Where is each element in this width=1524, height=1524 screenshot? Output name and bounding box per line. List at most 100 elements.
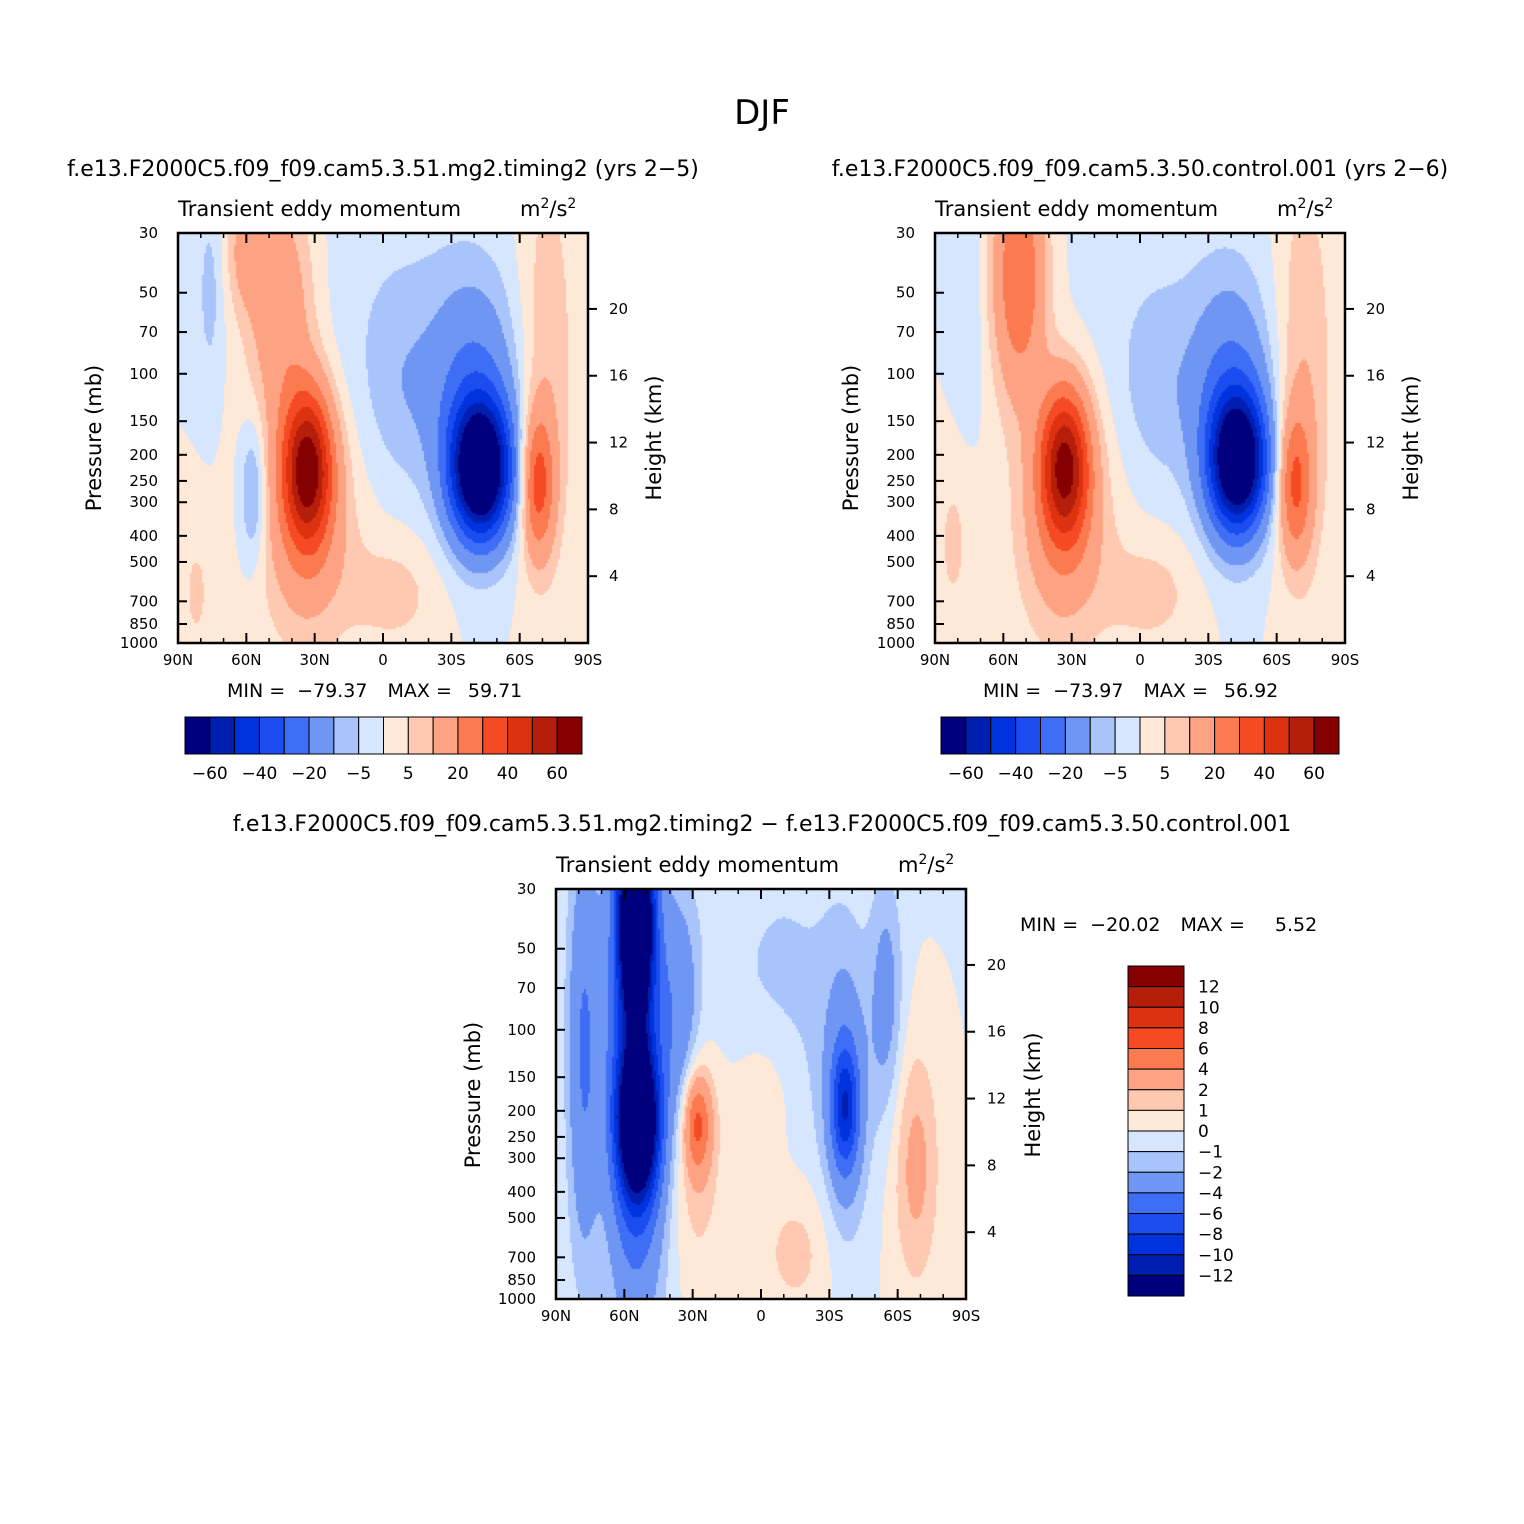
panel-model-ytick-label: 30 xyxy=(139,224,158,242)
panel-control-ytick-label: 400 xyxy=(886,527,915,545)
panel-control-ytick-label: 100 xyxy=(886,365,915,383)
panel-difference-xtick-label: 90S xyxy=(952,1307,981,1325)
panel-control-colorbar-swatch xyxy=(1139,716,1166,755)
panel-model-colorbar-swatch xyxy=(457,716,484,755)
panel-control-colorbar-label: 60 xyxy=(1303,764,1325,784)
panel-control-colorbar-label: 5 xyxy=(1159,764,1170,784)
panel-model-xtick-label: 60N xyxy=(231,651,261,669)
panel-model-y2label: Height (km) xyxy=(642,375,666,500)
panel-difference-colorbar-label: −10 xyxy=(1198,1246,1234,1266)
panel-control-ytick-label: 70 xyxy=(896,323,915,341)
panel-control-colorbar-swatch xyxy=(1214,716,1240,755)
panel-control-colorbar-swatch xyxy=(1015,716,1041,755)
panel-model-field xyxy=(178,233,588,643)
panel-model-ytick-label: 150 xyxy=(129,412,158,430)
panel-control-ytick-label: 30 xyxy=(896,224,915,242)
panel-model-subtitle: f.e13.F2000C5.f09_f09.cam5.3.51.mg2.timi… xyxy=(67,157,699,182)
panel-model-colorbar-swatch xyxy=(283,716,310,755)
panel-difference-ytick-label: 70 xyxy=(517,979,536,997)
panel-model-colorbar-label: 60 xyxy=(546,764,568,784)
panel-difference-colorbar-swatch xyxy=(1127,1089,1185,1111)
panel-difference-plot-title: Transient eddy momentum xyxy=(555,853,839,877)
panel-model-colorbar-swatch xyxy=(209,716,236,755)
panel-difference-colorbar-label: −2 xyxy=(1198,1163,1223,1183)
panel-difference-ytick-label: 150 xyxy=(507,1068,536,1086)
panel-control-ytick-label: 850 xyxy=(886,615,915,633)
panel-difference-colorbar-label: 2 xyxy=(1198,1081,1209,1101)
panel-control-colorbar-label: −20 xyxy=(1047,764,1083,784)
panel-control-xtick-label: 60N xyxy=(988,651,1018,669)
panel-difference-colorbar-label: 6 xyxy=(1198,1040,1209,1060)
panel-difference-colorbar-swatch xyxy=(1127,1192,1185,1214)
panel-difference-colorbar-swatch xyxy=(1127,1068,1185,1091)
panel-model-colorbar-swatch xyxy=(358,716,384,755)
panel-model-colorbar-swatch xyxy=(234,716,260,755)
panel-control-units: m2/s2 xyxy=(1277,196,1333,221)
panel-difference-colorbar-swatch xyxy=(1127,1006,1185,1029)
panel-control-colorbar-label: −40 xyxy=(998,764,1034,784)
panel-model-ytick-label: 850 xyxy=(129,615,158,633)
panel-difference-ytick-label: 700 xyxy=(507,1248,536,1266)
panel-difference-ytick-label: 200 xyxy=(507,1102,536,1120)
panel-difference-xtick-label: 30N xyxy=(678,1307,708,1325)
panel-model-plot-title: Transient eddy momentum xyxy=(177,197,461,221)
panel-model-ytick-label: 200 xyxy=(129,446,158,464)
panel-control-colorbar-swatch xyxy=(1040,716,1066,755)
panel-model-ytick-label: 700 xyxy=(129,592,158,610)
panel-control-colorbar-label: 40 xyxy=(1254,764,1276,784)
panel-difference-ylabel: Pressure (mb) xyxy=(461,1022,485,1169)
panel-control-colorbar-swatch xyxy=(1288,716,1315,755)
panel-control-plot-title: Transient eddy momentum xyxy=(934,197,1218,221)
panel-control-y2tick-label: 12 xyxy=(1366,434,1385,452)
panel-control-y2tick-label: 8 xyxy=(1366,500,1376,518)
panel-control-colorbar-swatch xyxy=(1189,716,1216,755)
panel-model-colorbar-label: −20 xyxy=(291,764,327,784)
panel-model-ytick-label: 400 xyxy=(129,527,158,545)
panel-model-colorbar-label: 40 xyxy=(497,764,519,784)
panel-model-y2tick-label: 16 xyxy=(609,367,628,385)
panel-difference-subtitle: f.e13.F2000C5.f09_f09.cam5.3.51.mg2.timi… xyxy=(233,812,1291,837)
panel-control-ytick-label: 300 xyxy=(886,493,915,511)
panel-control-ytick-label: 200 xyxy=(886,446,915,464)
panel-control-ytick-label: 500 xyxy=(886,553,915,571)
panel-difference-y2tick-label: 4 xyxy=(987,1223,997,1241)
panel-model-ylabel: Pressure (mb) xyxy=(82,365,106,512)
panel-difference-y2tick-label: 20 xyxy=(987,956,1006,974)
panel-difference-colorbar-label: −1 xyxy=(1198,1143,1223,1163)
panel-model-colorbar: −60 −40 −20 −5 5 20 40 60 xyxy=(184,716,583,784)
panel-model-y2tick-label: 8 xyxy=(609,500,619,518)
panel-difference-y2label: Height (km) xyxy=(1021,1032,1045,1157)
panel-difference-ytick-label: 100 xyxy=(507,1021,536,1039)
panel-control-ytick-label: 250 xyxy=(886,472,915,490)
panel-model-colorbar-label: −5 xyxy=(346,764,371,784)
panel-model-ytick-label: 1000 xyxy=(120,634,158,652)
panel-model-y2tick-label: 20 xyxy=(609,300,628,318)
panel-model-xtick-label: 30S xyxy=(437,651,466,669)
panel-difference-colorbar-label: 8 xyxy=(1198,1019,1209,1039)
panel-difference-colorbar-label: −6 xyxy=(1198,1205,1223,1225)
panel-model-y2tick-label: 4 xyxy=(609,567,619,585)
panel-difference: f.e13.F2000C5.f09_f09.cam5.3.51.mg2.timi… xyxy=(233,812,1317,1325)
panel-model-contour-field xyxy=(178,233,588,643)
panel-difference-contour-field xyxy=(556,889,966,1299)
panel-model-ytick-label: 70 xyxy=(139,323,158,341)
panel-model-xtick-label: 60S xyxy=(505,651,534,669)
panel-model-colorbar-label: 5 xyxy=(403,764,414,784)
panel-model-colorbar-swatch xyxy=(432,716,459,755)
panel-control-colorbar-swatch xyxy=(940,716,967,755)
panel-difference-colorbar-label: 0 xyxy=(1198,1122,1209,1142)
panel-difference-colorbar-swatch xyxy=(1127,1109,1185,1132)
panel-model: f.e13.F2000C5.f09_f09.cam5.3.51.mg2.timi… xyxy=(67,157,699,784)
panel-difference-y2tick-label: 16 xyxy=(987,1023,1006,1041)
panel-difference-xtick-label: 60N xyxy=(609,1307,639,1325)
panel-model-y2tick-label: 12 xyxy=(609,434,628,452)
panel-control-ylabel: Pressure (mb) xyxy=(839,365,863,512)
panel-control-ytick-label: 150 xyxy=(886,412,915,430)
panel-control-colorbar-swatch xyxy=(1263,716,1290,755)
panel-difference-ytick-label: 1000 xyxy=(498,1290,536,1308)
panel-difference-colorbar-label: 12 xyxy=(1198,978,1220,998)
panel-model-colorbar-swatch xyxy=(482,716,509,755)
panel-model-colorbar-swatch xyxy=(383,716,409,755)
panel-control-colorbar-label: −60 xyxy=(948,764,984,784)
